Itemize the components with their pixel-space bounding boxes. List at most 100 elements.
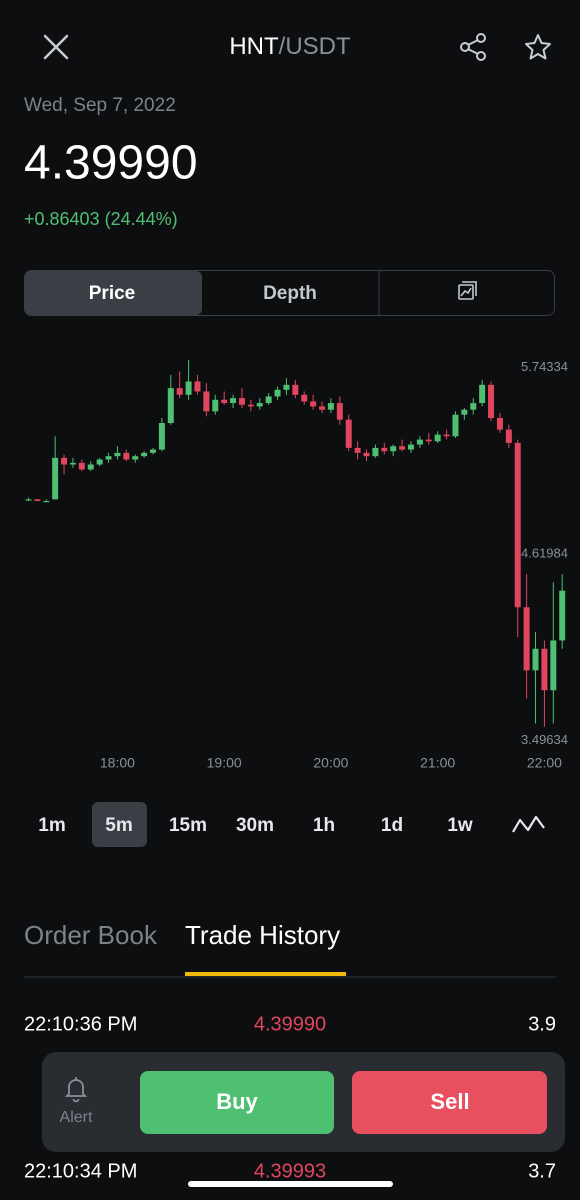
candle-body	[470, 403, 477, 410]
chart-tab[interactable]: Depth	[263, 283, 317, 304]
candle-body	[141, 452, 148, 457]
candle-body	[167, 388, 174, 423]
interval-option[interactable]: 1d	[381, 815, 403, 836]
interval-option[interactable]: 5m	[105, 815, 132, 836]
candle-body	[372, 447, 379, 457]
interval-option[interactable]: 30m	[236, 815, 274, 836]
candle-body	[488, 384, 495, 419]
candle-body	[283, 384, 290, 390]
candle-body	[363, 452, 370, 457]
candle-body	[247, 404, 254, 407]
candle-body	[52, 457, 59, 500]
trade-time: 22:10:34 PM	[24, 1160, 137, 1182]
trade-amount: 3.7	[528, 1160, 556, 1182]
buy-button[interactable]	[140, 1071, 334, 1134]
candle-body	[301, 394, 308, 402]
candle-body	[158, 422, 165, 450]
quote-asset: /USDT	[279, 33, 351, 60]
candle-body	[479, 384, 486, 404]
candle-body	[354, 447, 361, 453]
y-tick-label: 5.74334	[521, 359, 568, 374]
share-button[interactable]	[460, 33, 486, 61]
candle-body	[238, 398, 245, 405]
candle-body	[203, 391, 210, 412]
trade-list: 22:10:36 PM 4.39990 3.9 22:10:34 PM 4.39993 3…	[24, 1013, 556, 1182]
chart-settings-button[interactable]	[458, 281, 477, 300]
trade-tab[interactable]: Trade History	[185, 920, 340, 950]
close-button[interactable]	[43, 34, 69, 60]
alert-icon[interactable]	[64, 1077, 88, 1103]
sell-label[interactable]: Sell	[430, 1089, 469, 1114]
candle-body	[69, 462, 76, 465]
x-tick-label: 19:00	[207, 755, 242, 771]
buy-label[interactable]: Buy	[216, 1089, 258, 1114]
candle-body	[256, 403, 263, 407]
price-change: +0.86403 (24.44%)	[24, 209, 178, 229]
candle-body	[212, 399, 219, 412]
date: Wed, Sep 7, 2022	[24, 95, 176, 116]
interval-option[interactable]: 15m	[169, 815, 207, 836]
x-tick-label: 18:00	[100, 755, 135, 771]
chart-tab-bar	[24, 270, 555, 316]
candle-body	[461, 409, 468, 415]
candle-body	[523, 607, 530, 671]
candle-body	[514, 442, 521, 608]
candle-body	[559, 590, 566, 641]
chart-type-button[interactable]	[512, 815, 545, 833]
trade-time: 22:10:36 PM	[24, 1013, 137, 1035]
base-asset: HNT	[229, 33, 279, 60]
candle-body	[176, 388, 183, 395]
interval-bar: 1m 5m 15m 30m 1h 1d 1w	[38, 815, 473, 836]
candle-body	[327, 403, 334, 410]
chart-tab[interactable]: Price	[89, 283, 135, 304]
candle-body	[25, 499, 32, 501]
last-price: 4.39990	[24, 137, 198, 190]
x-tick-label: 22:00	[527, 755, 562, 771]
candle-body	[78, 462, 85, 470]
candle-body	[443, 434, 450, 437]
interval-option[interactable]: 1w	[447, 815, 473, 836]
candle-body	[96, 459, 103, 465]
candle-body	[185, 381, 192, 395]
candle-body	[34, 499, 41, 502]
candle-body	[550, 640, 557, 691]
candle-body	[345, 419, 352, 448]
candle-body	[532, 648, 539, 671]
candle-body	[399, 446, 406, 450]
candle-body	[390, 446, 397, 452]
candle-body	[194, 381, 201, 392]
trade-price: 4.39990	[254, 1013, 326, 1035]
candle-body	[114, 452, 121, 457]
candle-body	[43, 501, 50, 503]
x-tick-label: 20:00	[313, 755, 348, 771]
candle-body	[230, 398, 237, 404]
candle-body	[434, 434, 441, 442]
candle-body	[87, 464, 94, 470]
x-tick-label: 21:00	[420, 755, 455, 771]
favorite-button[interactable]	[525, 34, 551, 60]
candle-body	[150, 449, 157, 453]
trade-price: 4.39993	[254, 1160, 326, 1182]
interval-option[interactable]: 1h	[313, 815, 335, 836]
candle-body	[310, 401, 317, 407]
pair-title: HNT/USDT	[229, 33, 351, 60]
candle-body	[265, 396, 272, 404]
chart-tab-active	[25, 271, 202, 315]
candle-body	[452, 414, 459, 437]
y-tick-label: 3.49634	[521, 732, 568, 747]
trade-tab[interactable]: Order Book	[24, 920, 158, 950]
sell-button[interactable]	[352, 1071, 547, 1134]
alert-label[interactable]: Alert	[60, 1109, 93, 1126]
candle-body	[319, 406, 326, 410]
candle-body	[105, 456, 112, 460]
interval-option[interactable]: 1m	[38, 815, 65, 836]
candle-body	[292, 384, 299, 395]
candle-body	[61, 457, 68, 465]
candlestick-chart: 3.49634 4.61984 5.74334 18:00 19:00 20:00 21:0…	[25, 359, 568, 771]
candle-body	[336, 403, 343, 420]
candle-body	[416, 439, 423, 445]
candle-body	[123, 452, 130, 460]
candle-body	[221, 399, 228, 404]
